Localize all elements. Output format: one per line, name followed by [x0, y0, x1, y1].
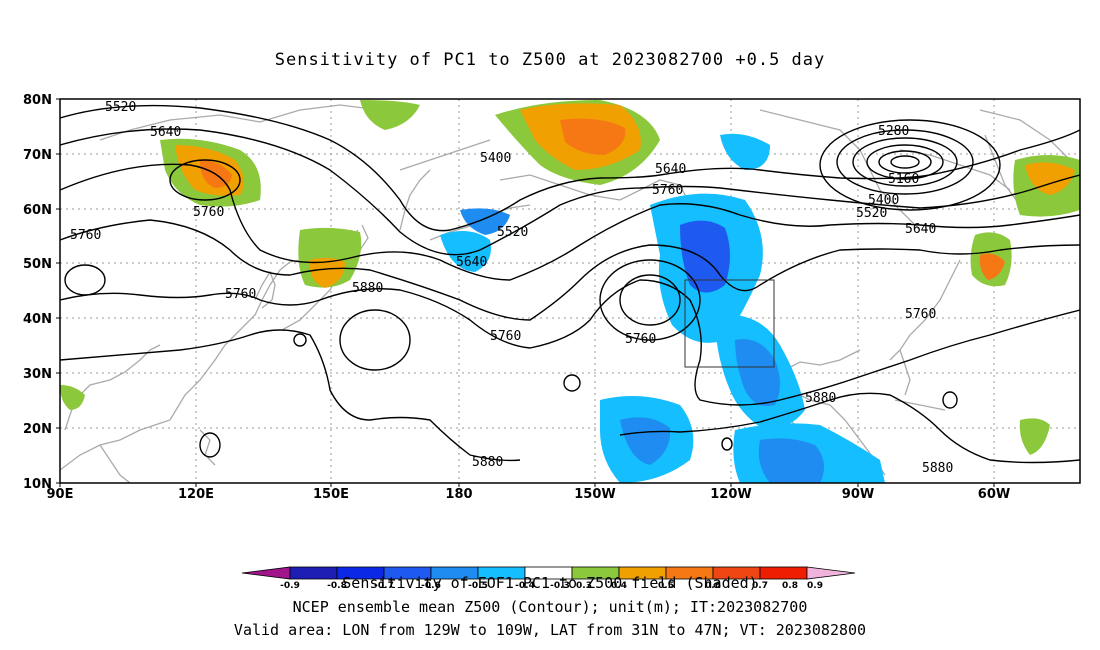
- contour-label: 5520: [497, 225, 528, 240]
- lat-label: 10N: [23, 477, 52, 492]
- lon-label: 120W: [710, 487, 751, 502]
- contour-label: 5640: [905, 222, 936, 237]
- lon-label: 150W: [574, 487, 615, 502]
- lat-label: 70N: [23, 148, 52, 163]
- colorbar-label: 0.5: [658, 581, 674, 591]
- lon-label: 120E: [178, 487, 214, 502]
- colorbar-label: 0.4: [611, 581, 627, 591]
- contour-label: 5640: [456, 255, 487, 270]
- lat-label: 50N: [23, 257, 52, 272]
- contour-label: 5880: [805, 391, 836, 406]
- latitude-labels: 80N 70N 60N 50N 40N 30N 20N 10N: [23, 93, 52, 492]
- contour-label: 5280: [878, 124, 909, 139]
- colorbar-label: -0.6: [421, 581, 441, 591]
- lat-label: 30N: [23, 367, 52, 382]
- contour-label: 5520: [856, 206, 887, 221]
- colorbar-label: 0.8: [782, 581, 798, 591]
- contour-label: 5640: [655, 162, 686, 177]
- contour-label: 5160: [888, 172, 919, 187]
- z500-contours: [60, 104, 1080, 464]
- contour-label: 5760: [625, 332, 656, 347]
- contour-label: 5760: [193, 205, 224, 220]
- colorbar-label: -0.4: [515, 581, 535, 591]
- sensitivity-shading: [60, 100, 1080, 483]
- contour-caption: NCEP ensemble mean Z500 (Contour); unit(…: [292, 598, 808, 616]
- colorbar-label: -0.3: [550, 581, 570, 591]
- lon-label: 60W: [978, 487, 1010, 502]
- shading-caption: Sensitivity of EOF1 PC1 to Z500 field (S…: [342, 574, 758, 592]
- colorbar: -0.9 -0.8 -0.7 -0.6 -0.5 -0.4 -0.3 0.3 0…: [241, 566, 856, 591]
- colorbar-label: -0.5: [468, 581, 488, 591]
- map-title: Sensitivity of PC1 to Z500 at 2023082700…: [274, 50, 826, 70]
- valid-area-box: [684, 279, 775, 368]
- colorbar-label: -0.8: [327, 581, 347, 591]
- colorbar-label: 0.6: [705, 581, 721, 591]
- lat-label: 20N: [23, 422, 52, 437]
- contour-labels: 5520 5640 5760 5760 5760 5880 5400 5520 …: [70, 100, 953, 476]
- colorbar-label: -0.9: [280, 581, 300, 591]
- contour-label: 5760: [652, 183, 683, 198]
- colorbar-right-arrow: [806, 566, 856, 580]
- contour-label: 5400: [480, 151, 511, 166]
- colorbar-label: 0.3: [576, 581, 592, 591]
- contour-label: 5760: [225, 287, 256, 302]
- lon-label: 90W: [842, 487, 874, 502]
- contour-label: 5400: [868, 193, 899, 208]
- map-frame: [59, 98, 1081, 484]
- contour-label: 5760: [490, 329, 521, 344]
- contour-label: 5880: [922, 461, 953, 476]
- lat-label: 40N: [23, 312, 52, 327]
- lon-label: 150E: [313, 487, 349, 502]
- contour-label: 5760: [905, 307, 936, 322]
- colorbar-label: 0.9: [807, 581, 823, 591]
- longitude-labels: 90E 120E 150E 180 150W 120W 90W 60W: [47, 487, 1011, 502]
- contour-label: 5760: [70, 228, 101, 243]
- lon-label: 90E: [47, 487, 74, 502]
- valid-area-caption: Valid area: LON from 129W to 109W, LAT f…: [233, 621, 867, 639]
- lat-label: 60N: [23, 203, 52, 218]
- contour-label: 5880: [472, 455, 503, 470]
- lon-label: 180: [445, 487, 472, 502]
- lat-label: 80N: [23, 93, 52, 108]
- colorbar-label: 0.7: [752, 581, 768, 591]
- contour-label: 5640: [150, 125, 181, 140]
- contour-label: 5520: [105, 100, 136, 115]
- axis-ticks: [56, 98, 995, 487]
- colorbar-label: -0.7: [374, 581, 394, 591]
- contour-label: 5880: [352, 281, 383, 296]
